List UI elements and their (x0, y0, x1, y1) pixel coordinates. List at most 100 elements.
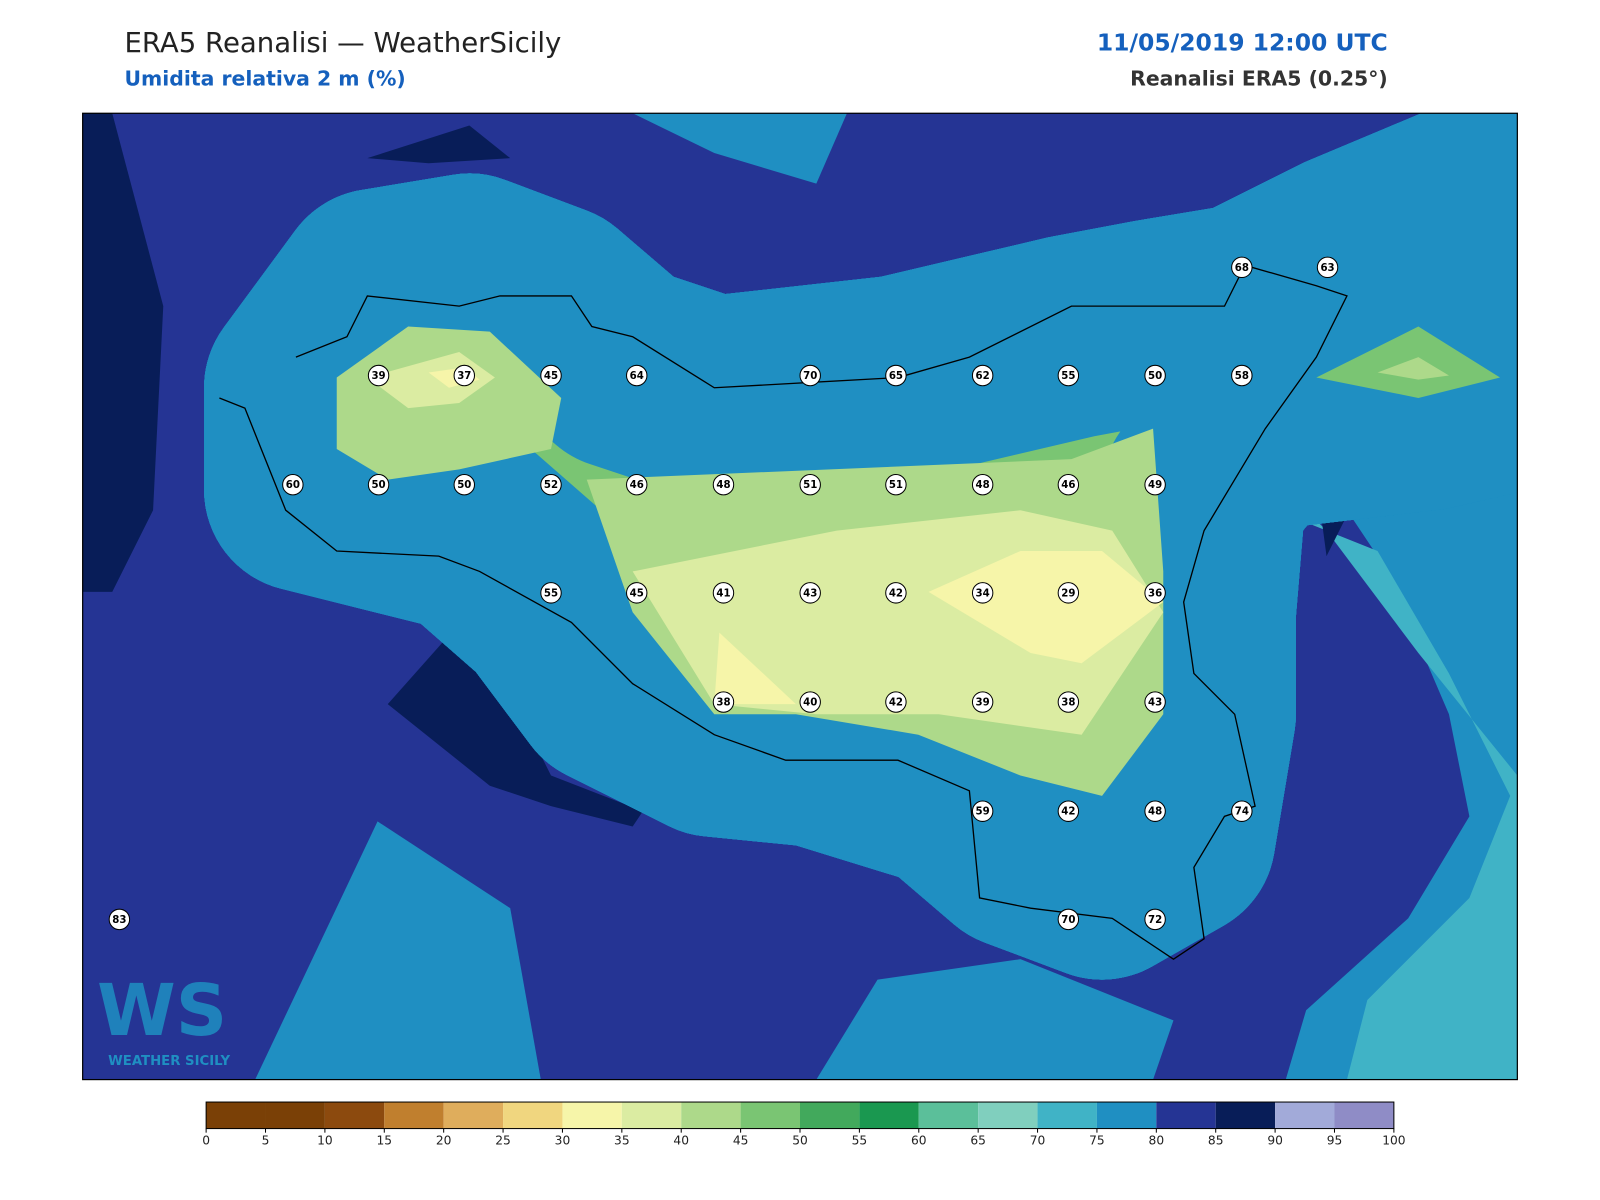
station-value: 49 (1148, 480, 1162, 491)
colorbar-tick-label: 40 (673, 1133, 689, 1147)
colorbar-swatch (503, 1102, 563, 1129)
station-marker (1144, 691, 1166, 713)
logo: WS WEATHER SICILY (97, 969, 231, 1069)
colorbar-swatch (324, 1102, 385, 1129)
colorbar-tick-label: 80 (1149, 1133, 1165, 1147)
colorbar-tick-label: 0 (202, 1133, 210, 1147)
station-value: 51 (889, 480, 903, 491)
station-marker (282, 473, 304, 496)
colorbar-swatch (978, 1102, 1038, 1129)
station-value: 41 (716, 588, 730, 599)
station-marker (799, 364, 821, 387)
station-value: 62 (976, 371, 990, 382)
contour (367, 125, 511, 164)
station-marker (1057, 691, 1080, 713)
colorbar-swatch (859, 1102, 919, 1129)
colorbar-tick-label: 45 (733, 1133, 749, 1147)
colorbar-tick-label: 60 (911, 1133, 927, 1147)
station-marker (453, 364, 475, 387)
station-value: 42 (889, 588, 903, 599)
station-value: 40 (803, 698, 817, 709)
station-value: 36 (1148, 588, 1162, 599)
station-value: 83 (112, 915, 126, 926)
colorbar-tick-label: 5 (262, 1133, 270, 1147)
colorbar-tick-label: 65 (970, 1133, 986, 1147)
station-marker (712, 582, 735, 604)
station-value: 64 (630, 371, 644, 382)
station-value: 38 (716, 698, 730, 709)
station-value: 48 (716, 480, 730, 491)
contour-field (82, 113, 1518, 1080)
station-marker (971, 582, 994, 604)
colorbar-swatch (740, 1102, 800, 1129)
station-marker (1231, 256, 1253, 279)
logo-letters: WS (97, 969, 227, 1052)
station-marker (1057, 908, 1080, 931)
colorbar-swatch (1334, 1102, 1394, 1129)
station-marker (971, 364, 994, 387)
station-value: 46 (630, 480, 644, 491)
station-value: 42 (1061, 807, 1075, 818)
station-value: 74 (1235, 807, 1249, 818)
colorbar-tick-label: 20 (436, 1133, 452, 1147)
station-marker (1144, 908, 1166, 931)
colorbar-tick-label: 90 (1267, 1133, 1283, 1147)
colorbar-tick-label: 15 (376, 1133, 392, 1147)
station-marker (885, 582, 907, 604)
station-value: 55 (1061, 371, 1075, 382)
station-marker (971, 473, 994, 496)
colorbar-tick-label: 100 (1382, 1133, 1405, 1147)
colorbar-swatch (800, 1102, 860, 1129)
station-value: 50 (457, 480, 471, 491)
colorbar-tick-label: 70 (1030, 1133, 1046, 1147)
station-value: 63 (1320, 263, 1334, 274)
station-value: 70 (803, 371, 817, 382)
station-marker (108, 908, 131, 931)
station-value: 43 (1148, 698, 1162, 709)
station-value: 55 (544, 588, 558, 599)
station-value: 65 (889, 371, 903, 382)
station-marker (540, 473, 562, 496)
station-marker (1144, 800, 1166, 822)
station-marker (1057, 800, 1080, 822)
source: Reanalisi ERA5 (0.25°) (1130, 67, 1388, 91)
colorbar-tick-label: 10 (317, 1133, 333, 1147)
colorbar-tick-label: 35 (614, 1133, 630, 1147)
station-marker (626, 582, 648, 604)
colorbar-tick-label: 25 (495, 1133, 511, 1147)
contour (928, 551, 1164, 664)
colorbar-swatch (384, 1102, 444, 1129)
datetime: 11/05/2019 12:00 UTC (1097, 28, 1388, 56)
station-marker (799, 691, 821, 713)
station-marker (1057, 582, 1080, 604)
station-value: 39 (976, 698, 990, 709)
contour (82, 113, 164, 592)
colorbar-tick-label: 50 (792, 1133, 808, 1147)
station-value: 50 (371, 480, 385, 491)
station-value: 42 (889, 698, 903, 709)
colorbar-tick-label: 30 (555, 1133, 571, 1147)
station-value: 38 (1061, 698, 1075, 709)
station-value: 68 (1235, 263, 1249, 274)
station-marker (1231, 800, 1253, 822)
station-marker (799, 582, 821, 604)
station-marker (885, 364, 907, 387)
colorbar-tick-label: 85 (1208, 1133, 1224, 1147)
colorbar-tick-label: 95 (1327, 1133, 1343, 1147)
colorbar-swatch (1037, 1102, 1097, 1129)
station-value: 58 (1235, 371, 1249, 382)
station-value: 39 (371, 371, 385, 382)
station-marker (626, 364, 648, 387)
contour (255, 821, 541, 1080)
station-value: 51 (803, 480, 817, 491)
station-value: 52 (544, 480, 558, 491)
station-marker (1144, 364, 1166, 387)
contour (632, 113, 847, 184)
station-marker (1144, 582, 1166, 604)
colorbar-swatch (621, 1102, 682, 1129)
contour (714, 632, 796, 705)
station-marker (885, 473, 907, 496)
station-value: 29 (1061, 588, 1075, 599)
colorbar-swatch (1275, 1102, 1335, 1129)
